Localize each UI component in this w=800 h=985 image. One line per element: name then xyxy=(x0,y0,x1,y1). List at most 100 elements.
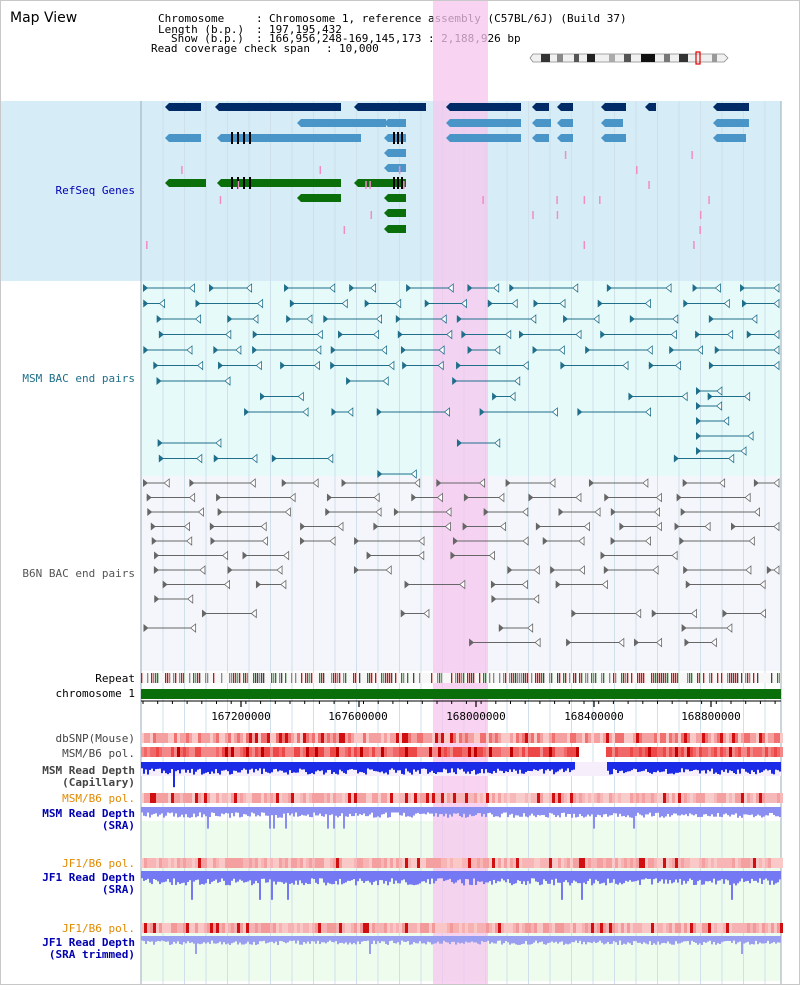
depth-bar xyxy=(419,762,421,774)
depth-bar xyxy=(223,936,225,943)
heatmap-cell xyxy=(444,923,447,933)
heatmap-cell xyxy=(291,858,294,868)
heatmap-cell xyxy=(399,747,402,757)
heatmap-cell xyxy=(504,793,507,803)
depth-bar xyxy=(335,936,337,942)
heatmap-cell xyxy=(621,858,624,868)
depth-bar xyxy=(357,807,359,816)
bac-end xyxy=(209,284,215,292)
heatmap-cell xyxy=(663,858,666,868)
heatmap-cell xyxy=(540,923,543,933)
depth-bar xyxy=(593,871,595,884)
heatmap-cell xyxy=(351,923,354,933)
heatmap-cell xyxy=(720,858,723,868)
repeat-element xyxy=(337,673,339,683)
heatmap-cell xyxy=(171,733,174,743)
depth-bar xyxy=(567,936,569,945)
depth-bar xyxy=(367,936,369,941)
heatmap-cell xyxy=(774,923,777,933)
heatmap-cell xyxy=(765,858,768,868)
heatmap-cell xyxy=(753,923,756,933)
heatmap-cell xyxy=(612,793,615,803)
heatmap-cell xyxy=(567,747,570,757)
depth-bar xyxy=(329,871,331,884)
heatmap-cell xyxy=(465,747,468,757)
depth-bar xyxy=(673,871,675,883)
heatmap-cell xyxy=(648,793,651,803)
b6n-bac-end-pairs-track[interactable] xyxy=(143,478,780,648)
depth-bar xyxy=(671,807,673,816)
depth-bar xyxy=(761,762,763,773)
depth-bar xyxy=(555,936,557,942)
depth-bar xyxy=(313,936,315,942)
depth-bar xyxy=(719,762,721,775)
depth-bar xyxy=(195,936,197,954)
depth-bar xyxy=(393,807,395,813)
heatmap-cell xyxy=(756,733,759,743)
heatmap-cell xyxy=(564,923,567,933)
depth-bar xyxy=(753,807,755,818)
depth-bar xyxy=(525,807,527,817)
bac-end xyxy=(446,329,453,340)
heatmap-cell xyxy=(342,923,345,933)
heatmap-cell xyxy=(159,858,162,868)
depth-bar xyxy=(565,807,567,817)
depth-bar xyxy=(395,871,397,881)
heatmap-cell xyxy=(564,733,567,743)
depth-bar xyxy=(331,871,333,885)
depth-bar xyxy=(421,936,423,944)
depth-bar xyxy=(521,807,523,817)
depth-bar xyxy=(441,936,443,944)
bac-end xyxy=(692,284,698,292)
heatmap-cell xyxy=(234,747,237,757)
bac-end xyxy=(655,637,663,648)
heatmap-cell xyxy=(666,923,669,933)
bac-end xyxy=(218,361,224,370)
depth-bar xyxy=(655,807,657,813)
depth-bar xyxy=(375,936,377,945)
heatmap-cell xyxy=(633,733,636,743)
depth-bar xyxy=(235,936,237,942)
depth-bar xyxy=(473,936,475,943)
depth-bar xyxy=(191,871,193,900)
depth-bar xyxy=(437,936,439,942)
bac-end xyxy=(189,492,196,503)
bac-end xyxy=(329,536,336,546)
gene-model xyxy=(301,119,386,127)
repeat-element xyxy=(147,673,149,683)
depth-bar xyxy=(243,807,245,815)
depth-bar xyxy=(373,762,375,771)
depth-bar xyxy=(591,807,593,815)
depth-bar xyxy=(241,762,243,771)
depth-bar xyxy=(285,762,287,773)
repeat-element xyxy=(459,673,461,683)
heatmap-cell xyxy=(597,923,600,933)
depth-bar xyxy=(245,936,247,944)
depth-bar xyxy=(683,871,685,881)
depth-bar xyxy=(163,936,165,942)
depth-bar xyxy=(707,807,709,816)
chromosome-ideogram[interactable] xyxy=(529,51,734,65)
refseq-genes-track[interactable] xyxy=(146,103,749,249)
length-label: Length (b.p.) xyxy=(158,23,245,36)
heatmap-cell xyxy=(399,923,402,933)
bac-end xyxy=(527,623,534,633)
heatmap-cell xyxy=(162,733,165,743)
heatmap-cell xyxy=(480,858,483,868)
depth-bar xyxy=(195,762,197,772)
heatmap-cell xyxy=(441,858,444,868)
heatmap-cell xyxy=(678,747,681,757)
repeat-element xyxy=(691,673,693,683)
depth-bar xyxy=(283,871,285,884)
heatmap-cell xyxy=(555,747,558,757)
bac-end xyxy=(560,361,566,370)
depth-bar xyxy=(295,936,297,944)
depth-bar xyxy=(239,936,241,943)
heatmap-cell xyxy=(447,923,450,933)
depth-bar xyxy=(471,936,473,942)
bac-end xyxy=(187,594,194,604)
bac-end xyxy=(499,521,506,532)
msm-bac-end-pairs-track[interactable] xyxy=(143,283,780,479)
heatmap-cell xyxy=(348,923,351,933)
